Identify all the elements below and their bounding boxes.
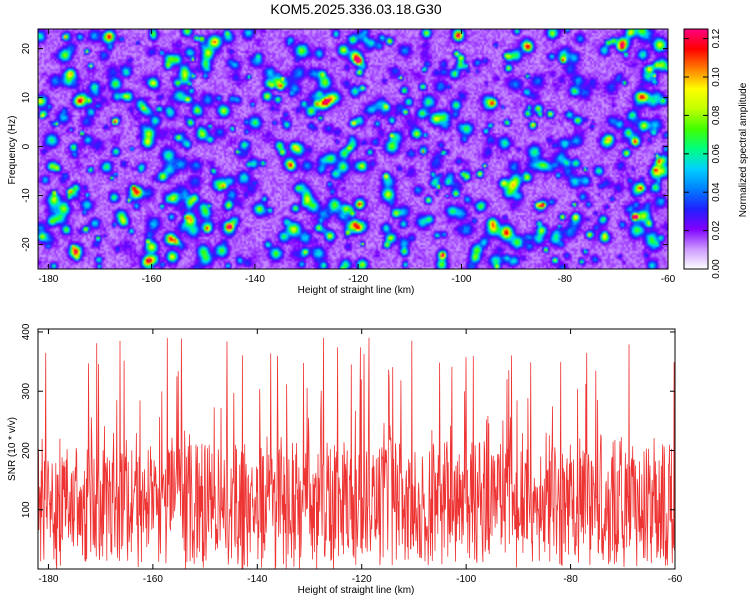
- heatmap-image: [38, 29, 668, 269]
- colorbar-tick-label: 0.12: [711, 28, 722, 48]
- heatmap-x-tick-label: -140: [245, 274, 265, 285]
- colorbar-gradient: [683, 28, 709, 270]
- heatmap-x-tick-label: -120: [348, 274, 368, 285]
- figure-title: KOM5.2025.336.03.18.G30: [270, 1, 441, 17]
- snr-y-tick-label: 200: [21, 442, 32, 459]
- heatmap-x-tick-label: -80: [557, 274, 572, 285]
- heatmap-frame: [37, 28, 669, 270]
- heatmap-y-tick-label: 0: [21, 143, 32, 149]
- snr-x-label: Height of straight line (km): [298, 585, 415, 596]
- heatmap-x-tick-label: -60: [661, 274, 676, 285]
- snr-series-line: [37, 337, 676, 570]
- snr-panel: -180 -160 -140 -120 -100 -80 -60 100200300400 …: [7, 323, 683, 596]
- colorbar-ticks: 0.00 0.02 0.04 0.06 0.08 0.10 0.12: [684, 28, 722, 279]
- colorbar: 0.00 0.02 0.04 0.06 0.08 0.10 0.12 Normalized …: [683, 28, 749, 279]
- colorbar-tick-label: 0.02: [711, 220, 722, 240]
- snr-y-label: SNR (10 * v/v): [7, 417, 18, 481]
- heatmap-x-tick-label: -160: [142, 274, 162, 285]
- heatmap-y-tick-label: -10: [21, 188, 32, 203]
- heatmap-x-tick-label: -100: [451, 274, 471, 285]
- snr-x-tick-label: -60: [668, 574, 683, 585]
- colorbar-tick-label: 0.10: [711, 67, 722, 87]
- colorbar-tick-label: 0.00: [711, 259, 722, 279]
- heatmap-x-tick-label: -180: [38, 274, 58, 285]
- snr-x-tick-label: -160: [143, 574, 163, 585]
- colorbar-tick-label: 0.06: [711, 144, 722, 164]
- colorbar-tick-label: 0.04: [711, 182, 722, 202]
- heatmap-x-label: Height of straight line (km): [298, 285, 415, 296]
- snr-x-tick-label: -80: [563, 574, 578, 585]
- heatmap-y-tick-label: 20: [21, 43, 32, 55]
- snr-frame: [37, 328, 676, 570]
- snr-x-tick-label: -100: [456, 574, 476, 585]
- snr-x-ticks: -180 -160 -140 -120 -100 -80 -60: [38, 329, 683, 585]
- colorbar-tick-label: 0.08: [711, 105, 722, 125]
- snr-y-tick-label: 100: [21, 501, 32, 518]
- heatmap-y-ticks: 20 10 0 -10 -20: [21, 43, 668, 252]
- heatmap-y-tick-label: 10: [21, 92, 32, 104]
- heatmap-y-label: Frequency (Hz): [7, 116, 18, 185]
- heatmap-y-tick-label: -20: [21, 237, 32, 252]
- snr-x-tick-label: -180: [38, 574, 58, 585]
- snr-y-ticks: 100 200 300 400: [21, 323, 675, 518]
- snr-x-tick-label: -140: [247, 574, 267, 585]
- snr-y-tick-label: 300: [21, 382, 32, 399]
- snr-y-tick-label: 400: [21, 323, 32, 340]
- heatmap-x-ticks: -180 -160 -140 -120 -100 -80 -60: [38, 29, 676, 285]
- colorbar-label: Normalized spectral amplitude: [738, 82, 749, 217]
- heatmap-panel: -180 -160 -140 -120 -100 -80 -60 20 10 0 -10 -20 H…: [7, 28, 676, 296]
- snr-x-tick-label: -120: [352, 574, 372, 585]
